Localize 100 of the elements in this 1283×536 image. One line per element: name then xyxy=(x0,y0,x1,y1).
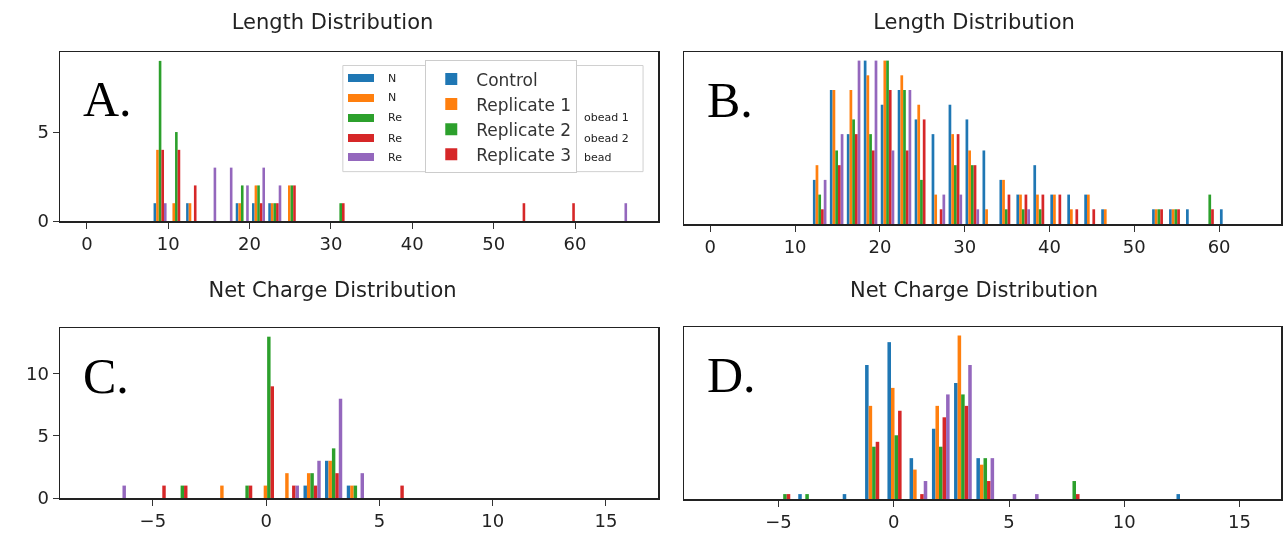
y-tick-label: 5 xyxy=(37,121,49,143)
bar xyxy=(350,485,354,498)
bar xyxy=(262,167,266,221)
bar xyxy=(1004,209,1008,224)
x-tick-label: 10 xyxy=(783,236,807,258)
bar xyxy=(175,132,178,221)
annotation: Re xyxy=(388,132,403,145)
chart-title: Length Distribution xyxy=(231,9,434,34)
bar xyxy=(865,365,869,499)
bar xyxy=(968,150,971,224)
annotation: N xyxy=(388,72,397,85)
bar xyxy=(1067,194,1071,224)
bar xyxy=(946,394,950,499)
x-tick-label: 20 xyxy=(868,236,892,258)
y-tick-label: 10 xyxy=(25,363,49,385)
bar xyxy=(905,150,909,224)
bar xyxy=(954,382,958,499)
x-tick-label: 10 xyxy=(1112,511,1136,533)
annotation: Re xyxy=(388,151,403,164)
bar xyxy=(798,494,802,499)
bar xyxy=(161,149,164,221)
bar xyxy=(193,185,197,221)
bar xyxy=(835,150,838,224)
bar xyxy=(220,485,224,498)
bar xyxy=(1035,494,1039,499)
bar xyxy=(1075,209,1079,224)
bar xyxy=(985,209,988,224)
bar xyxy=(987,481,991,499)
bar xyxy=(951,134,955,224)
bar xyxy=(821,209,824,224)
bar xyxy=(122,485,126,498)
annotation: bead xyxy=(584,151,612,164)
bar xyxy=(246,185,249,221)
bar xyxy=(245,485,249,498)
annotation: obead 2 xyxy=(584,132,629,145)
bar xyxy=(252,203,255,221)
x-tick-label: 0 xyxy=(260,510,272,532)
bar xyxy=(913,469,917,499)
bar xyxy=(1070,209,1073,224)
bar xyxy=(888,90,892,224)
bar xyxy=(903,90,906,224)
bar xyxy=(1036,194,1039,224)
bar xyxy=(783,494,787,499)
bar xyxy=(1211,209,1214,224)
x-tick-label: 30 xyxy=(953,236,977,258)
x-tick-label: 40 xyxy=(400,233,424,255)
chart-title: Length Distribution xyxy=(873,9,1075,34)
y-tick-label: 0 xyxy=(37,487,49,509)
bar xyxy=(917,104,921,224)
chart-title: Net Charge Distribution xyxy=(208,277,457,302)
bar xyxy=(898,410,902,499)
bar xyxy=(961,394,965,499)
annotation: Re xyxy=(388,111,403,124)
bar xyxy=(172,203,176,221)
x-tick-label: −5 xyxy=(139,510,167,532)
bar xyxy=(887,342,891,499)
x-tick-label: −5 xyxy=(765,511,792,533)
x-tick-label: 10 xyxy=(481,510,505,532)
bar xyxy=(156,149,159,221)
bar xyxy=(1033,165,1037,224)
x-tick-label: 0 xyxy=(704,236,717,258)
x-tick-label: 15 xyxy=(1228,511,1251,533)
bar xyxy=(866,75,870,224)
bar xyxy=(942,194,946,224)
x-tick-label: 5 xyxy=(1003,511,1015,533)
bar xyxy=(954,165,957,224)
x-tick-label: 10 xyxy=(156,233,180,255)
bar xyxy=(852,119,855,224)
bar xyxy=(1058,194,1062,224)
bar xyxy=(976,209,980,224)
bar xyxy=(400,485,404,498)
bar xyxy=(920,494,924,499)
bar xyxy=(818,194,822,224)
bar xyxy=(805,494,809,499)
bar xyxy=(812,179,816,224)
bar xyxy=(624,203,628,221)
bar xyxy=(890,387,895,499)
x-tick-label: 20 xyxy=(238,233,262,255)
bar xyxy=(968,365,972,499)
bar xyxy=(869,134,872,224)
annotation: N xyxy=(388,91,397,104)
bar xyxy=(979,464,984,499)
bar xyxy=(872,446,876,499)
bar xyxy=(163,203,167,221)
x-tick-label: 40 xyxy=(1038,236,1061,258)
annotation: A. xyxy=(83,71,132,127)
annotation: C. xyxy=(83,348,129,404)
x-tick-label: 0 xyxy=(888,511,900,533)
bar xyxy=(1219,209,1223,224)
chart-title: Net Charge Distribution xyxy=(849,277,1099,302)
bar xyxy=(1176,494,1181,499)
x-tick-label: 50 xyxy=(1122,236,1146,258)
bar xyxy=(1186,209,1189,224)
y-tick-label: 5 xyxy=(37,425,49,447)
legend-label: Control xyxy=(476,69,538,90)
bar xyxy=(959,194,963,224)
legend-label: Replicate 2 xyxy=(476,119,572,140)
bar xyxy=(854,134,858,224)
bar xyxy=(1072,481,1077,499)
bar xyxy=(935,405,940,499)
